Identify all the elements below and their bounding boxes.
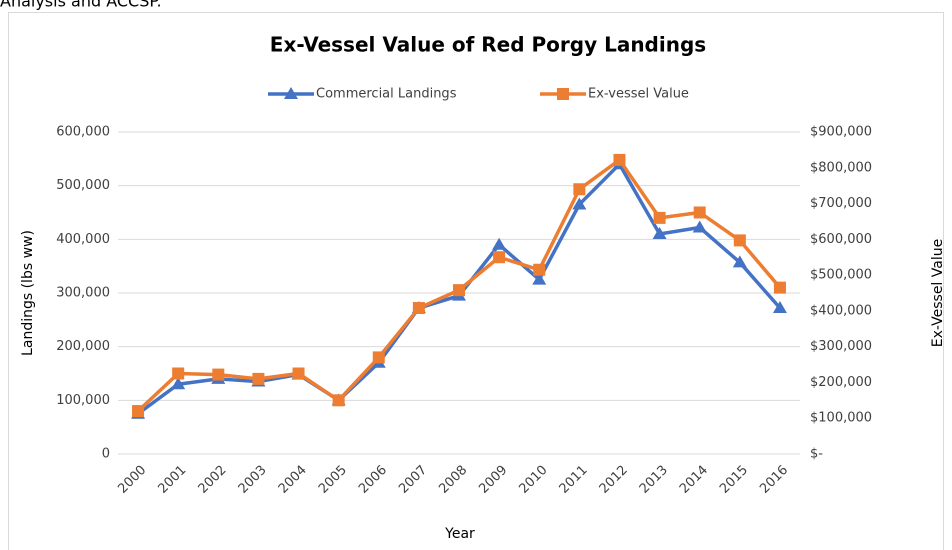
marker [693,206,706,219]
marker [573,183,586,196]
y2-tick-label: $200,000 [810,375,872,390]
y2-tick-label: $600,000 [810,232,872,247]
chart-title: Ex-Vessel Value of Red Porgy Landings [270,33,706,57]
chart-border [8,12,944,550]
marker [613,153,626,166]
legend-label: Ex-vessel Value [588,87,689,102]
y-tick-label: 100,000 [56,393,110,408]
y-tick-label: 0 [102,447,110,462]
marker [492,237,507,250]
y2-tick-label: $- [810,447,823,462]
y-axis-title: Landings (lbs ww) [20,230,36,356]
marker [533,263,546,276]
marker [733,234,746,247]
y-tick-label: 300,000 [56,286,110,301]
marker [171,377,186,390]
marker [692,220,707,233]
marker [252,372,265,385]
marker [572,197,587,210]
y2-tick-label: $800,000 [810,160,872,175]
marker [773,281,786,294]
y-tick-label: 400,000 [56,232,110,247]
marker [284,87,298,99]
y2-tick-label: $900,000 [810,125,872,140]
marker [453,284,465,297]
marker [172,367,185,380]
marker [292,367,305,380]
marker [652,226,667,239]
y-tick-label: 500,000 [56,178,110,193]
marker [557,88,569,100]
y2-tick-label: $300,000 [810,339,872,354]
marker [772,301,787,314]
marker [653,211,666,224]
y-tick-label: 600,000 [56,125,110,140]
marker [412,302,425,315]
marker [132,405,145,418]
marker [332,394,345,407]
y2-tick-label: $700,000 [810,196,872,211]
marker [493,251,506,264]
x-axis-title: Year [444,526,475,542]
y2-axis-title: Ex-Vessel Value [930,239,946,347]
marker [732,255,747,268]
legend-label: Commercial Landings [316,87,457,102]
y2-tick-label: $100,000 [810,411,872,426]
header-text: Analysis and ACCSP. [0,0,162,11]
marker [212,368,225,381]
y2-tick-label: $500,000 [810,268,872,283]
y-tick-label: 200,000 [56,339,110,354]
marker [372,351,385,364]
y2-tick-label: $400,000 [810,303,872,318]
marker [532,272,547,285]
